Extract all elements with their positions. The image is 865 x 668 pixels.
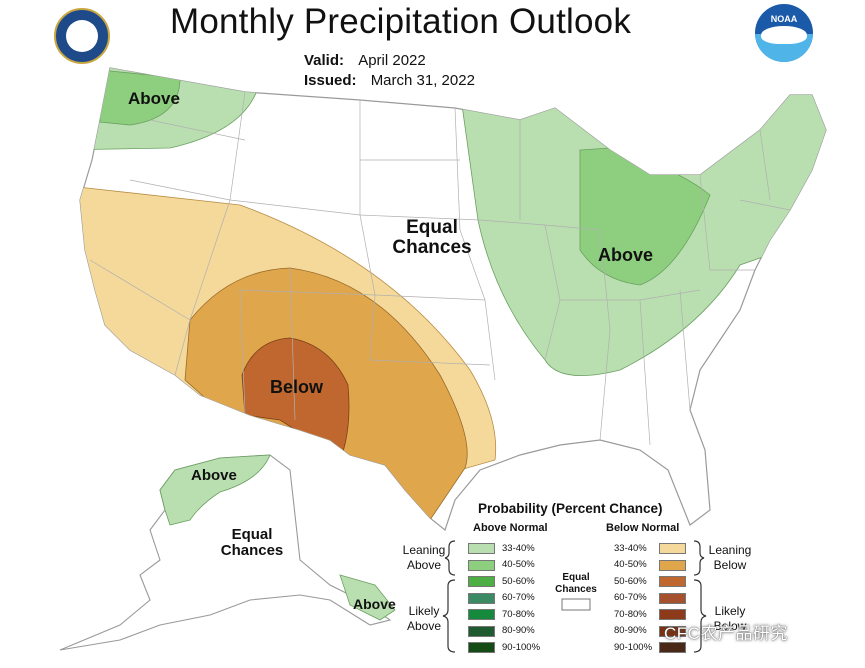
legend-below-label: 50-60% — [614, 575, 647, 587]
valid-label: Valid: — [304, 52, 345, 69]
label-great-lakes-above: Above — [598, 245, 654, 265]
legend-above-label: 50-60% — [502, 575, 535, 587]
department-of-commerce-seal — [54, 8, 110, 64]
legend-below-label: 70-80% — [614, 608, 647, 620]
legend-below-header: Below Normal — [606, 522, 680, 534]
label-alaska-north-above: Above — [191, 467, 237, 484]
legend-above-label: 40-50% — [502, 559, 535, 570]
legend-below-swatch — [659, 592, 686, 604]
legend-equal-chances-swatch — [561, 598, 591, 611]
legend-above-label: 70-80% — [502, 608, 535, 620]
legend-above-swatch — [468, 592, 495, 604]
legend-below-swatch — [659, 625, 686, 637]
noaa-logo: NOAA — [755, 4, 813, 62]
legend-below-label: 33-40% — [614, 542, 647, 554]
map-title: Monthly Precipitation Outlook — [170, 2, 632, 41]
valid-value: April 2022 — [358, 52, 426, 69]
alaska-north-leaning-above — [159, 454, 271, 526]
legend-above-swatch — [468, 576, 495, 587]
issued-value: March 31, 2022 — [370, 72, 475, 89]
legend-below-label: 60-70% — [614, 592, 647, 603]
legend-above-swatch — [468, 609, 495, 620]
issued-line: Issued: March 31, 2022 — [304, 72, 475, 89]
alaska-outline — [59, 454, 392, 651]
issued-label: Issued: — [304, 72, 357, 89]
legend-below-swatch — [659, 609, 686, 620]
pacific-nw-above-40-50 — [99, 69, 181, 126]
legend-likely-above: Likely Above — [406, 604, 442, 633]
legend-leaning-above: Leaning Above — [402, 543, 446, 572]
legend-leaning-below: Leaning Below — [708, 543, 752, 572]
legend-below-label: 80-90% — [614, 625, 647, 636]
label-southwest-below: Below — [270, 377, 324, 397]
state-borders — [89, 91, 791, 446]
legend-braces — [442, 540, 707, 653]
legend-above-header: Above Normal — [473, 522, 548, 534]
legend-below-swatch — [659, 559, 686, 571]
legend-above-label: 60-70% — [502, 592, 535, 603]
label-alaska-se-above: Above — [353, 596, 396, 612]
legend-below-swatch — [659, 576, 686, 587]
legend-above-swatch — [468, 642, 495, 653]
legend-above-swatch — [468, 625, 495, 637]
legend-below-swatch — [659, 642, 686, 653]
legend-below-label: 40-50% — [614, 559, 647, 570]
alaska-se-leaning-above — [339, 574, 396, 621]
legend-below-label: 90-100% — [614, 641, 653, 653]
valid-line: Valid: April 2022 — [304, 52, 426, 69]
label-pacific-nw-above: Above — [128, 89, 180, 108]
legend-above-swatch — [468, 559, 495, 571]
legend-below-swatch — [659, 543, 686, 554]
legend-title: Probability (Percent Chance) — [478, 501, 663, 516]
legend-above-swatch — [468, 543, 495, 554]
label-plains-equal: Equal Chances — [392, 217, 472, 258]
legend-above-label: 33-40% — [502, 542, 535, 554]
label-alaska-equal: Equal Chances — [220, 526, 284, 559]
legend-above-label: 80-90% — [502, 625, 535, 636]
legend-likely-below: Likely Below — [713, 604, 747, 633]
legend-above-label: 90-100% — [502, 641, 541, 653]
legend-equal-chances: Equal Chances — [555, 572, 597, 595]
watermark-text: CFC农产品研究 — [664, 624, 788, 643]
